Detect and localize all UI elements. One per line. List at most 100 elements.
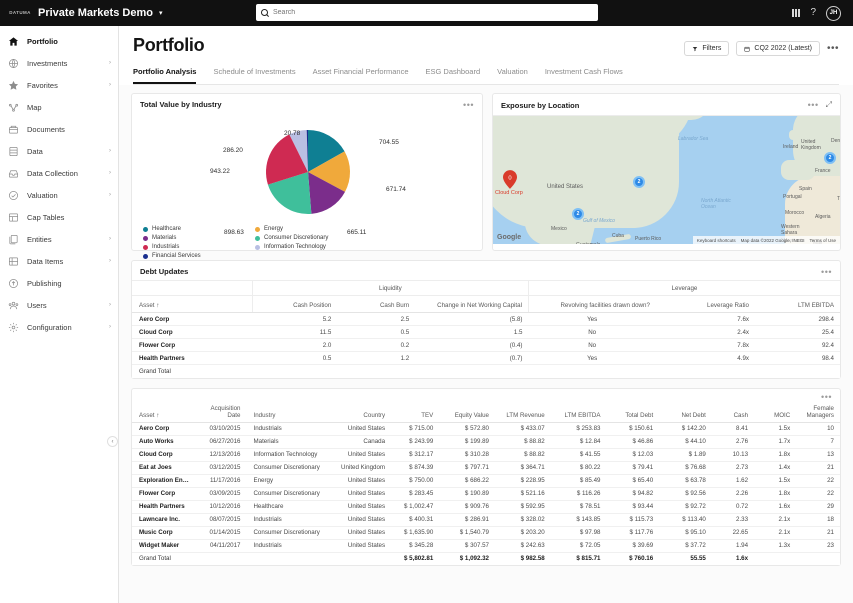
debt-updates-menu-button[interactable]: •••	[821, 266, 832, 277]
pie-slice-consumer-discretionary[interactable]	[267, 172, 312, 214]
table-row[interactable]: Cloud Corp 12/13/2016 Information Techno…	[132, 448, 840, 462]
col-ltm-revenue[interactable]: LTM Revenue	[495, 404, 551, 423]
sidebar-item-favorites[interactable]: Favorites ›	[0, 74, 118, 96]
col-ltm-ebitda[interactable]: LTM EBITDA	[550, 404, 607, 423]
map-card-menu-button[interactable]: •••	[807, 100, 819, 110]
help-icon[interactable]: ?	[810, 7, 816, 18]
pie-card-menu-button[interactable]: •••	[463, 99, 474, 110]
table-row[interactable]: Health Partners 0.5 1.2 (0.7) Yes 4.9x 9…	[132, 351, 840, 365]
expand-icon[interactable]: ⤢	[825, 100, 832, 109]
tab-investment-cash-flows[interactable]: Investment Cash Flows	[544, 67, 623, 76]
portfolio-table-menu-button[interactable]: •••	[821, 391, 832, 402]
chevron-right-icon: ›	[109, 258, 111, 264]
legend-materials[interactable]: Materials	[143, 235, 255, 241]
table-row[interactable]: Aero Corp 5.2 2.5 (5.8) Yes 7.6x 298.4	[132, 312, 840, 326]
col-acquisition-date[interactable]: Acquisition Date	[196, 404, 247, 423]
col-total-debt[interactable]: Total Debt	[606, 404, 660, 423]
pie-slice-industrials[interactable]	[266, 134, 308, 185]
period-selector[interactable]: CQ2 2022 (Latest)	[736, 41, 820, 56]
pie-slice-materials[interactable]	[308, 172, 345, 214]
map-marker-texas[interactable]: 2	[572, 208, 584, 220]
terms-of-use-link[interactable]: Terms of Use	[809, 237, 836, 243]
cell-moic: 1.5x	[754, 474, 797, 488]
table-row[interactable]: Flower Corp 2.0 0.2 (0.4) No 7.8x 92.4	[132, 338, 840, 352]
sidebar-item-portfolio[interactable]: Portfolio	[0, 30, 118, 52]
tab-valuation[interactable]: Valuation	[497, 67, 528, 76]
filters-button[interactable]: Filters	[684, 41, 730, 56]
pie-legend: Healthcare Energy Materials Consume	[132, 226, 482, 259]
sidebar-item-investments[interactable]: Investments ›	[0, 52, 118, 74]
sidebar-item-map[interactable]: Map	[0, 96, 118, 118]
pie-slice-financial-services[interactable]	[306, 130, 308, 172]
search-box[interactable]	[256, 4, 598, 21]
debt-col-asset[interactable]: Asset ↑	[132, 295, 253, 313]
col-net-debt[interactable]: Net Debt	[659, 404, 712, 423]
table-row[interactable]: Music Corp 01/14/2015 Consumer Discretio…	[132, 526, 840, 540]
table-row[interactable]: Eat at Joes 03/12/2015 Consumer Discreti…	[132, 461, 840, 475]
pie-slice-healthcare[interactable]	[308, 130, 345, 172]
col-country[interactable]: Country	[326, 404, 392, 423]
page-more-button[interactable]: •••	[826, 43, 839, 54]
sidebar-item-publishing[interactable]: Publishing	[0, 272, 118, 294]
cell-asset: Aero Corp	[132, 422, 197, 436]
table-row[interactable]: Lawncare Inc. 08/07/2015 Industrials Uni…	[132, 513, 840, 527]
map-marker-northeast-us[interactable]: 2	[633, 176, 645, 188]
col-female-managers[interactable]: Female Managers	[796, 404, 840, 423]
col-industry[interactable]: Industry	[246, 404, 327, 423]
debt-col-change-nwc[interactable]: Change in Net Working Capital	[415, 295, 529, 313]
col-asset[interactable]: Asset ↑	[132, 404, 197, 423]
cell-moic: 1.4x	[754, 461, 797, 475]
sidebar-item-data[interactable]: Data ›	[0, 140, 118, 162]
sidebar-item-cap-tables[interactable]: Cap Tables	[0, 206, 118, 228]
keyboard-shortcuts-link[interactable]: Keyboard shortcuts	[696, 237, 736, 243]
sidebar-item-documents[interactable]: Documents	[0, 118, 118, 140]
legend-financial-services[interactable]: Financial Services	[143, 253, 255, 259]
table-row[interactable]: Exploration Ener… 11/17/2016 Energy Unit…	[132, 474, 840, 488]
cell-asset: Eat at Joes	[132, 461, 197, 475]
table-row[interactable]: Health Partners 10/12/2016 Healthcare Un…	[132, 500, 840, 514]
legend-label: Energy	[264, 226, 284, 232]
apps-grid-icon[interactable]	[792, 9, 801, 17]
table-row[interactable]: Auto Works 06/27/2016 Materials Canada $…	[132, 435, 840, 449]
map-canvas[interactable]: Labrador Sea United States Mexico Cuba P…	[493, 115, 840, 244]
search-input[interactable]	[273, 9, 593, 16]
sidebar-item-users[interactable]: Users ›	[0, 294, 118, 316]
table-row[interactable]: Aero Corp 03/10/2015 Industrials United …	[132, 422, 840, 436]
col-equity-value[interactable]: Equity Value	[439, 404, 495, 423]
sidebar-item-data-items[interactable]: Data Items ›	[0, 250, 118, 272]
chevron-down-icon[interactable]: ▾	[158, 10, 163, 17]
sidebar-item-data-collection[interactable]: Data Collection ›	[0, 162, 118, 184]
table-row[interactable]: Flower Corp 03/09/2015 Consumer Discreti…	[132, 487, 840, 501]
col-cash[interactable]: Cash	[711, 404, 755, 423]
sidebar-item-configuration[interactable]: Configuration ›	[0, 316, 118, 338]
pie-slice-information-technology[interactable]	[289, 130, 308, 172]
debt-cell-cash-burn: 0.5	[337, 325, 416, 339]
legend-energy[interactable]: Energy	[255, 226, 367, 232]
sidebar-item-entities[interactable]: Entities ›	[0, 228, 118, 250]
col-tev[interactable]: TEV	[391, 404, 440, 423]
sidebar-item-valuation[interactable]: Valuation ›	[0, 184, 118, 206]
map-marker-california[interactable]: 0	[503, 170, 517, 194]
table-row[interactable]: Cloud Corp 11.5 0.5 1.5 No 2.4x 25.4	[132, 325, 840, 339]
tab-esg-dashboard[interactable]: ESG Dashboard	[425, 67, 481, 76]
table-row[interactable]: Widget Maker 04/11/2017 Industrials Unit…	[132, 539, 840, 553]
map-marker-uk[interactable]: 2	[824, 152, 836, 164]
debt-col-leverage-ratio[interactable]: Leverage Ratio	[655, 295, 755, 313]
legend-information-technology[interactable]: Information Technology	[255, 244, 367, 250]
tab-schedule-of-investments[interactable]: Schedule of Investments	[213, 67, 296, 76]
debt-col-cash-position[interactable]: Cash Position	[251, 295, 338, 313]
avatar[interactable]: JH	[826, 5, 841, 21]
legend-industrials[interactable]: Industrials	[143, 244, 255, 250]
tab-asset-financial-performance[interactable]: Asset Financial Performance	[312, 67, 409, 76]
legend-consumer-discretionary[interactable]: Consumer Discretionary	[255, 235, 375, 241]
debt-col-ltm-ebitda[interactable]: LTM EBITDA	[755, 295, 840, 313]
debt-col-cash-burn[interactable]: Cash Burn	[337, 295, 416, 313]
tab-portfolio-analysis[interactable]: Portfolio Analysis	[133, 67, 197, 84]
pie-slice-energy[interactable]	[308, 151, 350, 192]
legend-healthcare[interactable]: Healthcare	[143, 226, 255, 232]
cell-ltm-ebitda: $ 143.85	[550, 513, 607, 527]
pie-chart-svg[interactable]	[228, 120, 388, 224]
sidebar-collapse-button[interactable]: ‹	[107, 436, 118, 447]
col-moic[interactable]: MOIC	[754, 404, 797, 423]
debt-col-revolving[interactable]: Revolving facilities drawn down?	[527, 295, 656, 313]
